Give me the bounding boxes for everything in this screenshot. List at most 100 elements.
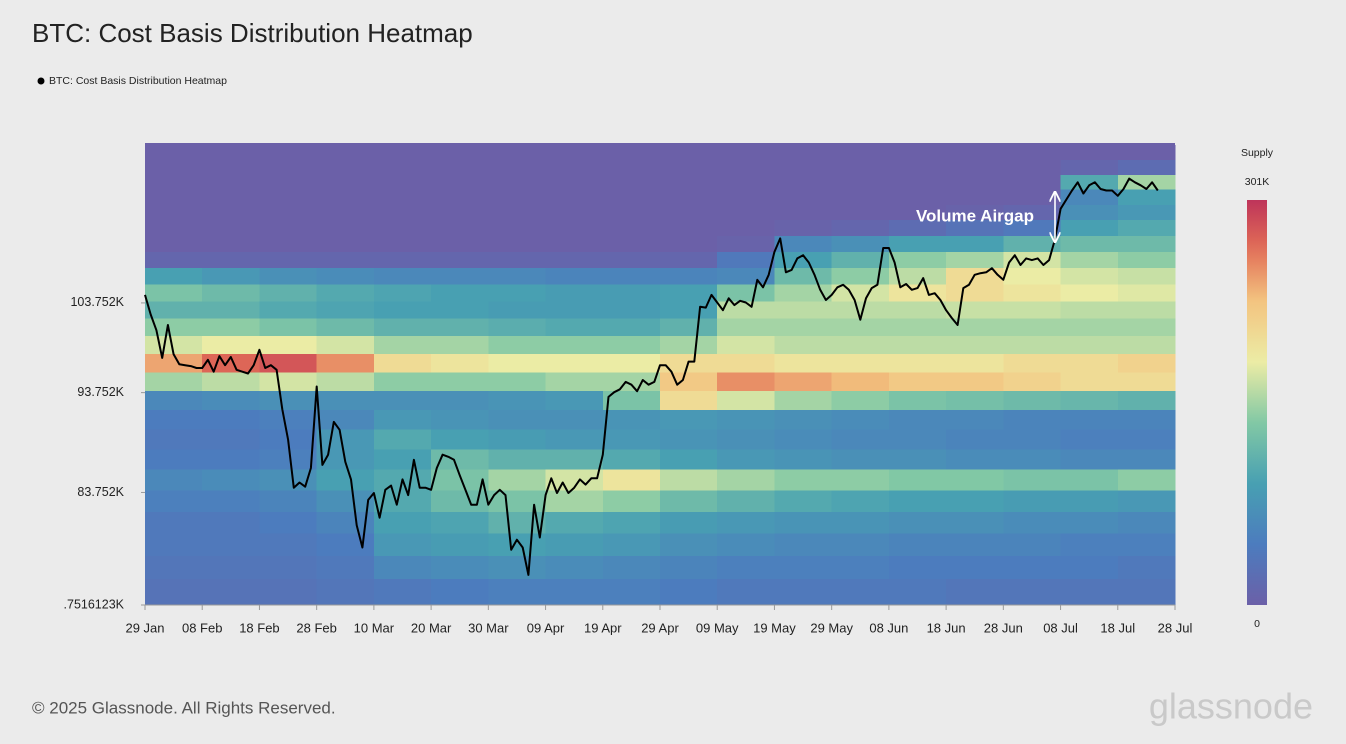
heatmap-cell [660,219,718,236]
heatmap-cell [259,390,318,410]
heatmap-cell [545,511,604,534]
heatmap-cell [1060,533,1119,557]
heatmap-cell [145,448,203,470]
heatmap-cell [774,428,833,450]
heatmap-cell [316,371,375,391]
heatmap-cell [545,409,604,430]
heatmap-cell [888,555,947,580]
heatmap-cell [660,390,718,410]
heatmap-cell [145,145,203,161]
heatmap-cell [831,409,890,430]
heatmap-cell [316,300,375,319]
heatmap-cell [488,371,547,391]
heatmap-cell [660,251,718,269]
chart-title: BTC: Cost Basis Distribution Heatmap [32,18,473,48]
heatmap-cell [1003,189,1062,205]
heatmap-cell [774,578,833,606]
heatmap-cell [602,390,661,410]
heatmap-cell [202,235,261,252]
heatmap-cell [831,511,890,534]
heatmap-cell [373,371,432,391]
heatmap-cell [373,578,432,606]
heatmap-cell [831,219,890,236]
heatmap-cell [259,448,318,470]
heatmap-cell [1117,533,1176,557]
heatmap-cell [373,533,432,557]
heatmap-cell [1060,159,1119,175]
heatmap-cell [717,189,776,205]
heatmap-cell [1003,300,1062,319]
heatmap-cell [316,235,375,252]
heatmap-cell [488,235,547,252]
x-tick-label: 28 Jul [1158,620,1193,635]
heatmap-cell [431,145,489,161]
heatmap-cell [717,555,776,580]
heatmap-cell [1060,448,1119,470]
heatmap-cell [373,300,432,319]
heatmap-cell [602,145,661,161]
heatmap-cell [1003,159,1062,175]
heatmap-cell [660,267,718,285]
heatmap-cell [373,489,432,512]
heatmap-cell [1060,335,1119,355]
heatmap-cell [1003,390,1062,410]
heatmap-cell [1117,300,1176,319]
heatmap-cell [602,235,661,252]
heatmap-cell [888,267,947,285]
x-tick-label: 08 Feb [182,620,222,635]
heatmap-cell [602,511,661,534]
heatmap-cell [1060,145,1119,161]
heatmap-cell [888,390,947,410]
heatmap-cell [774,267,833,285]
heatmap-cell [316,219,375,236]
heatmap-cell [373,390,432,410]
heatmap-cell [488,390,547,410]
heatmap-cell [202,300,261,319]
heatmap-cell [602,469,661,491]
heatmap-cell [202,555,261,580]
heatmap-cell [1117,145,1176,161]
heatmap-cell [259,489,318,512]
heatmap-cell [202,448,261,470]
heatmap-cell [488,204,547,221]
y-tick-label: 93.752K [77,385,124,399]
heatmap-cell [373,204,432,221]
heatmap-cell [373,335,432,355]
heatmap-cell [145,189,203,205]
x-tick-label: 29 Jan [125,620,164,635]
heatmap-cell [488,174,547,190]
heatmap-cell [316,189,375,205]
heatmap-cell [946,390,1004,410]
heatmap-cell [831,335,890,355]
heatmap-cell [717,489,776,512]
heatmap-cell [1003,428,1062,450]
heatmap-cell [145,283,203,302]
heatmap-cell [660,371,718,391]
heatmap-cell [145,267,203,285]
heatmap-cell [259,174,318,190]
heatmap-cell [831,448,890,470]
heatmap-cell [1117,489,1176,512]
heatmap-cell [259,283,318,302]
heatmap-cell [1117,555,1176,580]
heatmap-cell [202,251,261,269]
heatmap-cell [316,353,375,373]
annotation-text: Volume Airgap [916,206,1034,225]
heatmap-cell [545,159,604,175]
heatmap-cell [946,533,1004,557]
heatmap-cell [145,390,203,410]
heatmap-cell [660,317,718,337]
heatmap-cell [831,189,890,205]
heatmap-cell [1060,511,1119,534]
heatmap-cell [202,159,261,175]
heatmap-cell [202,489,261,512]
heatmap-cell [831,235,890,252]
heatmap-cell [717,533,776,557]
heatmap-cell [488,189,547,205]
heatmap-cell [602,555,661,580]
heatmap-cell [831,533,890,557]
heatmap-cell [259,235,318,252]
heatmap-cell [946,409,1004,430]
heatmap-cell [145,235,203,252]
